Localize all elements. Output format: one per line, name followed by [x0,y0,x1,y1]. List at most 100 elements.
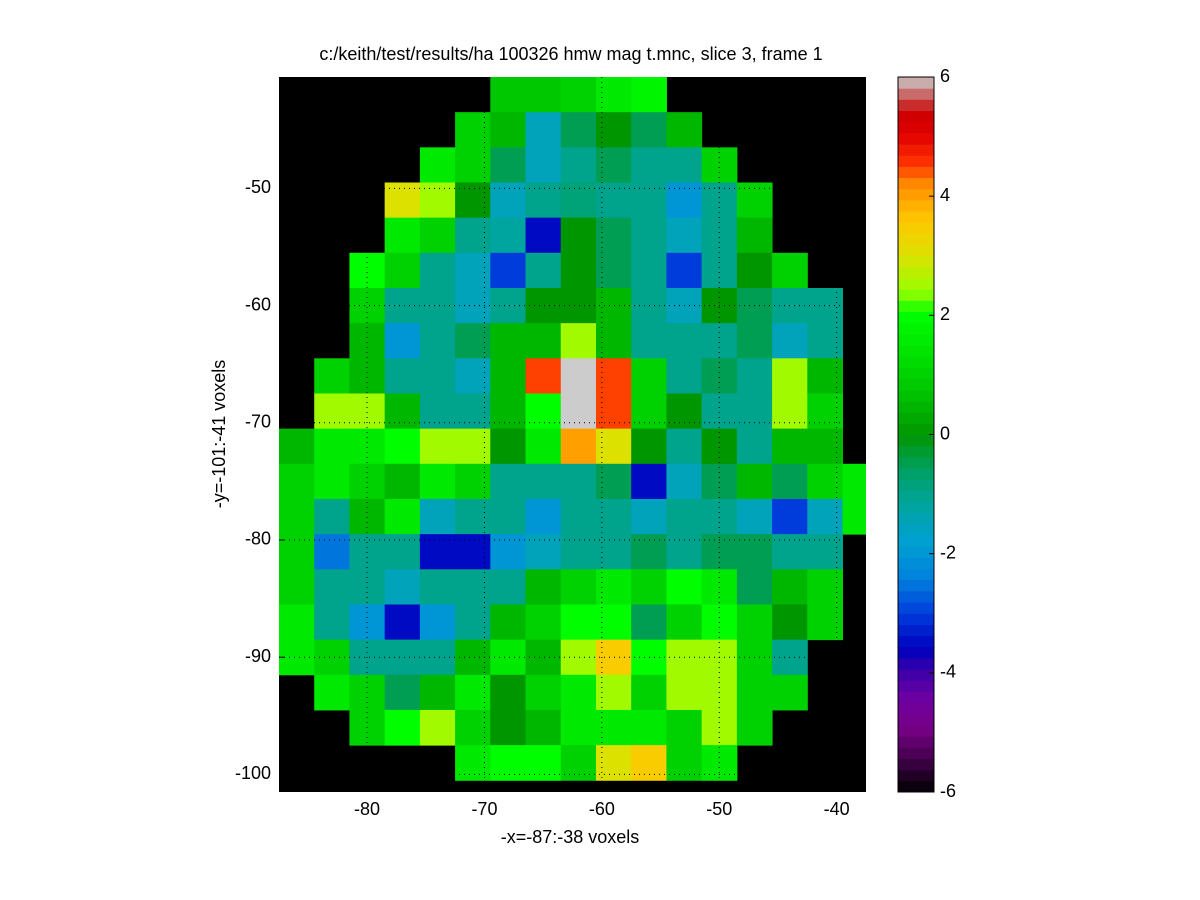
colorbar-swatch [898,456,934,469]
heatmap-cell [631,182,667,219]
heatmap-cell [631,358,667,394]
colorbar-swatch [898,635,934,648]
heatmap-cell [455,287,491,324]
heatmap-cell [631,674,667,711]
colorbar-swatch [898,144,934,156]
heatmap-cell [772,534,808,570]
colorbar-swatch [898,445,934,458]
heatmap-cell [384,569,421,605]
heatmap-cell [419,287,456,324]
heatmap-cell [772,358,808,394]
heatmap-cell [384,287,421,324]
heatmap-cell [419,217,456,254]
colorbar-swatch [898,523,934,536]
heatmap-cell [595,709,632,746]
heatmap-cell [736,604,773,641]
colorbar-tick-label: 0 [940,423,950,443]
colorbar-swatch [898,568,934,581]
heatmap-cell [279,463,315,500]
heatmap-cell [525,428,562,465]
heatmap-cell [666,709,703,746]
x-tick-label: -40 [824,799,850,819]
x-tick-label: -60 [589,799,615,819]
colorbar-tick-label: -4 [940,662,956,682]
heatmap-cell [455,534,491,570]
heatmap-cell [560,358,597,394]
heatmap-cell [842,498,866,535]
colorbar-swatch [898,211,934,223]
heatmap-cell [595,745,632,781]
heatmap-cell [279,569,315,605]
colorbar-swatch [898,188,934,201]
heatmap-cell [772,604,808,641]
colorbar-swatch [898,222,934,234]
heatmap-cell [631,463,667,500]
heatmap-cell [560,639,597,676]
y-axis-label: -y=-101:-41 voxels [209,360,229,509]
heatmap-cell [490,428,527,465]
heatmap-cell [384,182,421,219]
heatmap-cell [384,709,421,746]
heatmap-cell [560,534,597,570]
heatmap-cell [595,287,632,324]
heatmap-cell [772,569,808,605]
heatmap-cell [560,147,597,183]
colorbar-swatch [898,535,934,547]
heatmap-cell [525,147,562,183]
heatmap-cell [490,252,527,289]
heatmap-cell [560,745,597,781]
colorbar-swatch [898,266,934,279]
heatmap-cell [490,534,527,570]
heatmap-cell [666,252,703,289]
heatmap-cell [736,358,773,394]
colorbar-swatch [898,669,934,681]
colorbar-tick-label: 2 [940,304,950,324]
heatmap-cell [701,428,738,465]
heatmap-cell [560,217,597,254]
colorbar-swatch [898,590,934,603]
heatmap-cell [736,393,773,430]
colorbar-swatch [898,199,934,212]
heatmap-cell [560,287,597,324]
heatmap-cell [631,147,667,183]
heatmap-cell [384,604,421,641]
colorbar-swatch [898,389,934,402]
heatmap-cell [455,358,491,394]
colorbar-swatch [898,322,934,335]
heatmap-cell [807,534,844,570]
colorbar-swatch [898,233,934,246]
heatmap-cell [631,323,667,359]
heatmap-cell [384,534,421,570]
heatmap-cell [419,709,456,746]
heatmap-cell [525,498,562,535]
heatmap-cell [455,323,491,359]
colorbar-swatch [898,278,934,290]
heatmap-cell [807,393,844,430]
heatmap-cell [666,147,703,183]
heatmap-cell [595,217,632,254]
heatmap-cell [736,217,773,254]
heatmap-cell [419,463,456,500]
heatmap-cell [595,323,632,359]
heatmap-cell [490,569,527,605]
colorbar-swatch [898,657,934,670]
heatmap-cell [666,323,703,359]
heatmap-cell [490,112,527,148]
colorbar-tick-label: -6 [940,781,956,801]
heatmap-cell [666,745,703,781]
heatmap-cell [666,217,703,254]
colorbar-swatch [898,423,934,435]
colorbar-swatch [898,356,934,368]
heatmap-cell [666,393,703,430]
heatmap-cell [631,77,667,113]
plot-area [279,77,866,792]
heatmap-cell [560,112,597,148]
heatmap-cell [419,674,456,711]
heatmap-cell [314,428,350,465]
heatmap-cell [560,498,597,535]
heatmap-cell [560,77,597,113]
heatmap-cell [490,463,527,500]
colorbar-swatch [898,345,934,357]
heatmap-cell [419,428,456,465]
heatmap-cell [525,182,562,219]
